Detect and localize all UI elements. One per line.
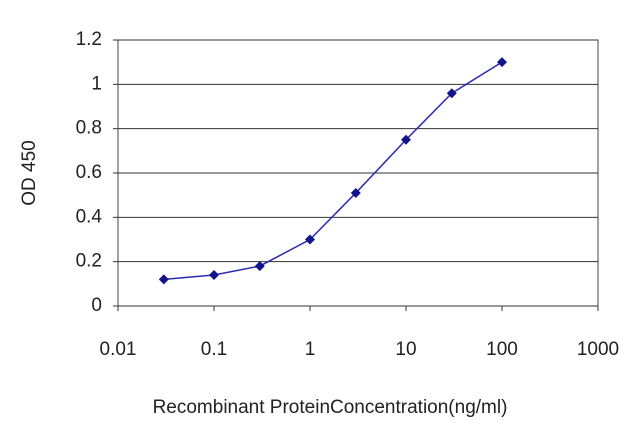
data-point: [446, 88, 457, 99]
x-tick-label: 10: [395, 339, 416, 360]
x-tick-label: 0.1: [201, 339, 227, 360]
data-point: [350, 187, 361, 198]
y-axis-label: OD 450: [19, 140, 40, 205]
y-tick-label: 0: [91, 295, 102, 316]
x-axis-label: Recombinant ProteinConcentration(ng/ml): [153, 397, 508, 418]
data-point: [158, 274, 169, 285]
y-tick-label: 0.2: [76, 251, 102, 272]
y-tick-label: 0.4: [76, 206, 103, 227]
data-point: [497, 57, 507, 68]
y-tick-label: 0.6: [76, 162, 102, 183]
x-tick-label: 1: [305, 339, 316, 360]
y-tick-label: 0.8: [76, 118, 102, 139]
data-point: [401, 134, 411, 145]
data-point: [305, 234, 315, 245]
x-tick-label: 1000: [577, 339, 619, 360]
data-point: [254, 261, 265, 272]
data-line: [163, 61, 503, 281]
x-tick-label: 0.01: [100, 339, 137, 360]
data-point: [209, 269, 219, 280]
y-tick-label: 1: [91, 73, 102, 94]
y-tick-label: 1.2: [76, 29, 102, 50]
x-tick-label: 100: [486, 339, 518, 360]
